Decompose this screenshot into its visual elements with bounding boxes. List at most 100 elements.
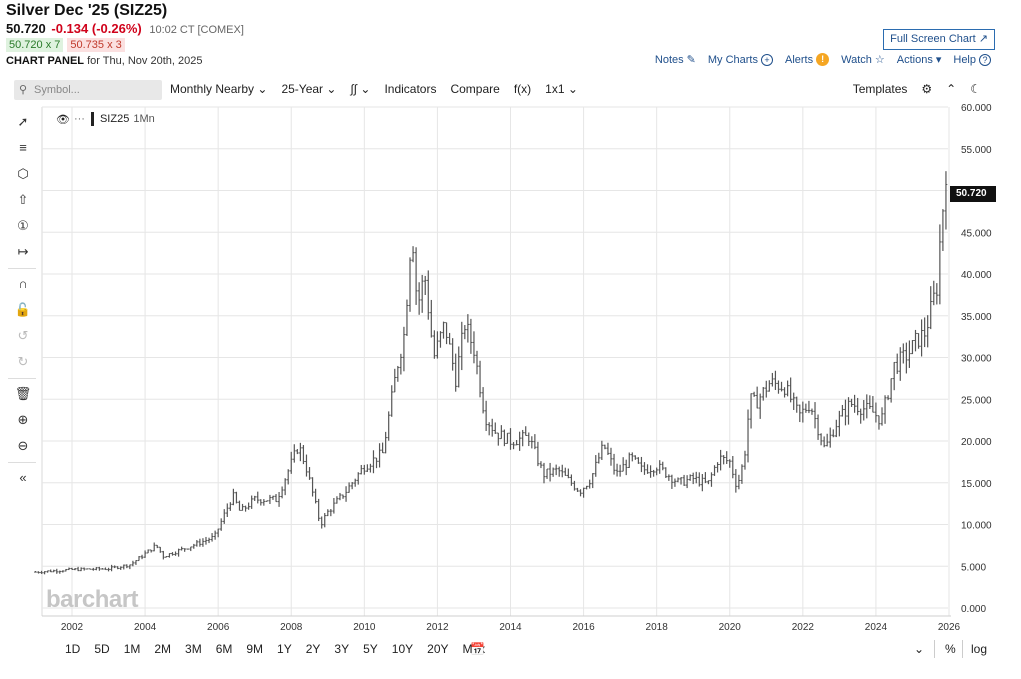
ohlc-bar xyxy=(341,494,345,499)
layout-label: 1x1 xyxy=(545,82,565,96)
period-button-9m[interactable]: 9M xyxy=(246,642,264,656)
ohlc-bar xyxy=(484,400,488,431)
period-button-max[interactable]: Max xyxy=(462,642,486,656)
range-dropdown[interactable]: 25-Year ⌄ xyxy=(281,82,336,96)
tools-divider xyxy=(8,378,36,379)
ohlc-bar xyxy=(216,528,220,538)
ohlc-bar xyxy=(143,550,147,558)
period-button-2y[interactable]: 2Y xyxy=(305,642,321,656)
notes-label: Notes xyxy=(654,53,684,66)
ohlc-bar xyxy=(789,377,793,403)
unlock-icon[interactable]: 🔓 xyxy=(14,302,32,317)
ohlc-bar xyxy=(241,503,244,511)
period-button-1d[interactable]: 1D xyxy=(65,642,81,656)
ohlc-bar xyxy=(771,372,774,387)
ohlc-bar xyxy=(347,482,351,493)
function-button[interactable]: f(x) xyxy=(513,82,532,96)
magnet-icon[interactable]: ∩ xyxy=(18,276,28,291)
ohlc-bar xyxy=(594,455,598,477)
actions-menu[interactable]: Actions ▾ xyxy=(897,53,942,67)
ohlc-bar xyxy=(469,318,473,354)
ohlc-bar xyxy=(859,408,863,424)
dark-mode-moon-icon[interactable]: ☾ xyxy=(970,82,981,96)
symbol-search-input[interactable]: ⚲ Symbol... xyxy=(14,80,162,100)
layout-dropdown[interactable]: 1x1 ⌄ xyxy=(545,82,578,96)
indicators-button[interactable]: Indicators xyxy=(384,82,437,96)
ohlc-bar xyxy=(542,462,546,484)
ohlc-bar xyxy=(320,516,324,529)
ohlc-bar xyxy=(344,486,348,502)
y-tick-label: 20.000 xyxy=(961,437,992,448)
ohlc-bar xyxy=(554,464,558,476)
period-button-20y[interactable]: 20Y xyxy=(427,642,449,656)
collapse-sidebar-icon[interactable]: « xyxy=(19,470,27,485)
ohlc-bar xyxy=(43,571,46,575)
y-tick-label: 10.000 xyxy=(961,521,992,532)
bar-type-dropdown[interactable]: ∫∫ ⌄ xyxy=(350,82,370,96)
period-button-1m[interactable]: 1M xyxy=(123,642,141,656)
ohlc-bar xyxy=(880,407,884,426)
period-button-3m[interactable]: 3M xyxy=(185,642,202,656)
notes-link[interactable]: Notes ✎ xyxy=(654,53,696,67)
period-button-6m[interactable]: 6M xyxy=(215,642,233,656)
percent-toggle[interactable]: % xyxy=(945,642,956,656)
watch-label: Watch xyxy=(841,53,872,66)
collapse-up-icon[interactable]: ⌃ xyxy=(946,82,957,96)
ohlc-bar xyxy=(838,410,841,437)
period-button-5d[interactable]: 5D xyxy=(94,642,110,656)
watch-link[interactable]: Watch ☆ xyxy=(841,53,885,67)
log-toggle[interactable]: log xyxy=(971,642,988,656)
ohlc-bar xyxy=(825,433,829,447)
ohlc-bar xyxy=(256,491,260,504)
eye-icon[interactable]: 👁 xyxy=(56,113,70,126)
x-tick-label: 2026 xyxy=(938,622,961,633)
ohlc-bar xyxy=(40,570,43,574)
period-button-2m[interactable]: 2M xyxy=(154,642,172,656)
ohlc-bar xyxy=(688,474,692,481)
shape-tool-icon[interactable]: ⬡ xyxy=(17,166,29,181)
templates-button[interactable]: Templates xyxy=(852,82,908,96)
compare-button[interactable]: Compare xyxy=(450,82,500,96)
measure-tool-icon[interactable]: ↦ xyxy=(17,244,29,259)
ohlc-bar xyxy=(323,513,327,528)
ohlc-bar xyxy=(850,398,853,407)
number-marker-tool-icon[interactable]: ① xyxy=(17,218,29,233)
bid-badge: 50.720 x 7 xyxy=(6,38,64,52)
ohlc-bar xyxy=(627,452,631,468)
alerts-link[interactable]: Alerts ! xyxy=(785,53,830,66)
calendar-icon[interactable]: 📅 xyxy=(470,642,485,656)
ohlc-bar xyxy=(369,463,372,473)
ohlc-bar xyxy=(618,464,622,477)
ohlc-bar xyxy=(777,380,780,394)
period-button-5y[interactable]: 5Y xyxy=(363,642,378,656)
fibonacci-tool-icon[interactable]: ≡ xyxy=(19,140,27,155)
full-screen-chart-button[interactable]: Full Screen Chart ↗ xyxy=(883,29,995,50)
period-button-1y[interactable]: 1Y xyxy=(277,642,292,656)
settings-gear-icon[interactable]: ⚙ xyxy=(921,82,933,96)
ohlc-bar xyxy=(79,567,83,572)
redo-icon[interactable]: ↻ xyxy=(17,354,29,369)
aggregation-dropdown[interactable]: Monthly Nearby ⌄ xyxy=(170,82,267,96)
trendline-tool-icon[interactable]: ➚ xyxy=(17,114,29,129)
period-button-10y[interactable]: 10Y xyxy=(391,642,414,656)
zoom-in-icon[interactable]: ⊕ xyxy=(17,412,29,427)
ohlc-bar xyxy=(299,442,302,462)
ohlc-bar xyxy=(116,566,120,570)
ohlc-bar xyxy=(49,569,53,573)
trash-icon[interactable]: 🗑 xyxy=(14,386,32,401)
ohlc-bar xyxy=(122,564,126,570)
period-button-3y[interactable]: 3Y xyxy=(334,642,350,656)
ohlc-bar xyxy=(746,409,750,463)
ohlc-bar xyxy=(886,395,890,401)
help-link[interactable]: Help ? xyxy=(953,53,991,66)
arrow-up-tool-icon[interactable]: ⇧ xyxy=(17,192,29,207)
undo-icon[interactable]: ↺ xyxy=(17,328,29,343)
more-dots-icon[interactable]: ··· xyxy=(73,113,85,125)
zoom-out-icon[interactable]: ⊖ xyxy=(17,438,29,453)
interval-label: 1Mn xyxy=(133,113,155,125)
ohlc-bar xyxy=(804,403,808,413)
double-chevron-down-icon[interactable]: ⌄ xyxy=(914,642,925,656)
my-charts-link[interactable]: My Charts + xyxy=(708,53,773,66)
